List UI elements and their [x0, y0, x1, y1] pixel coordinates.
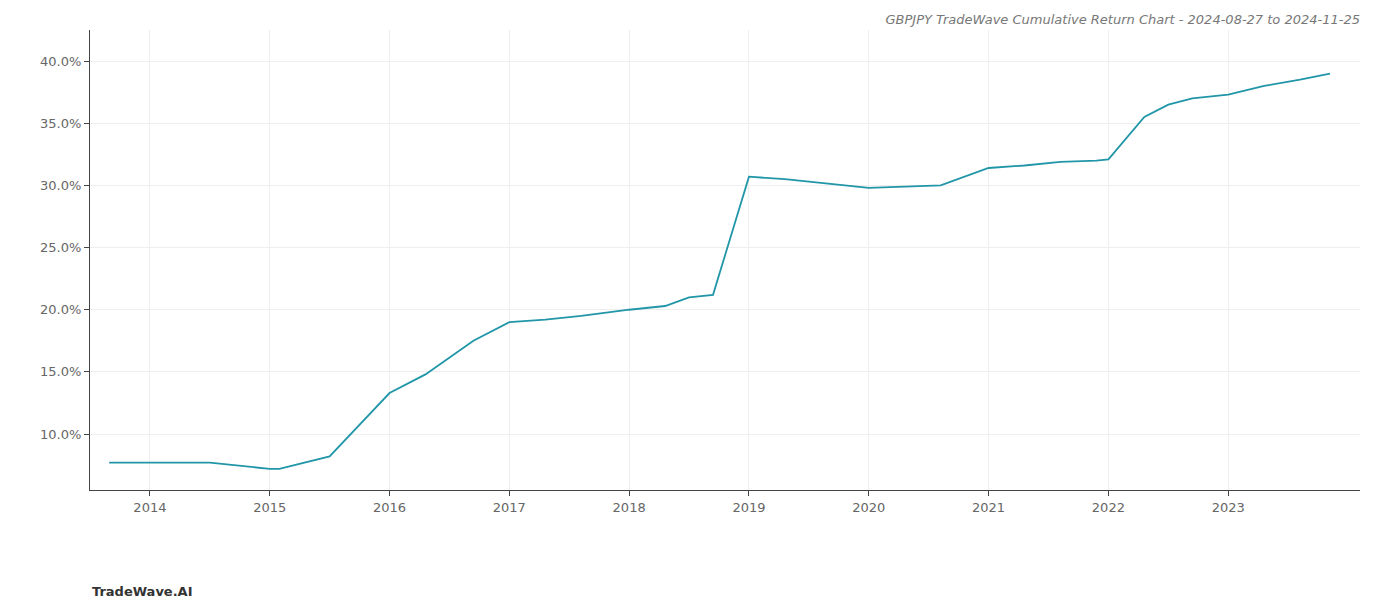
svg-text:15.0%: 15.0%	[40, 364, 81, 379]
svg-text:GBPJPY TradeWave Cumulative Re: GBPJPY TradeWave Cumulative Return Chart…	[885, 12, 1360, 27]
svg-text:2019: 2019	[732, 500, 765, 515]
svg-text:2014: 2014	[133, 500, 166, 515]
svg-text:2022: 2022	[1092, 500, 1125, 515]
svg-text:2015: 2015	[253, 500, 286, 515]
svg-text:2020: 2020	[852, 500, 885, 515]
svg-text:2017: 2017	[493, 500, 526, 515]
svg-text:2018: 2018	[613, 500, 646, 515]
svg-text:25.0%: 25.0%	[40, 240, 81, 255]
svg-text:2021: 2021	[972, 500, 1005, 515]
svg-text:20.0%: 20.0%	[40, 302, 81, 317]
svg-text:2023: 2023	[1212, 500, 1245, 515]
svg-text:35.0%: 35.0%	[40, 116, 81, 131]
svg-text:2016: 2016	[373, 500, 406, 515]
svg-text:40.0%: 40.0%	[40, 54, 81, 69]
svg-text:30.0%: 30.0%	[40, 178, 81, 193]
svg-text:10.0%: 10.0%	[40, 427, 81, 442]
svg-text:TradeWave.AI: TradeWave.AI	[92, 584, 193, 599]
